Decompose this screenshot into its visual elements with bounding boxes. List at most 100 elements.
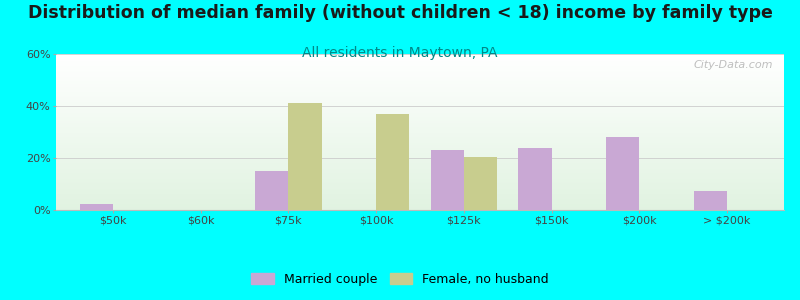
Bar <box>56 66 784 67</box>
Bar <box>56 128 784 129</box>
Bar <box>56 67 784 68</box>
Bar <box>56 144 784 145</box>
Bar <box>56 127 784 128</box>
Bar <box>56 65 784 66</box>
Bar <box>56 109 784 110</box>
Bar <box>56 129 784 130</box>
Bar <box>56 179 784 180</box>
Bar <box>56 108 784 109</box>
Bar <box>56 165 784 166</box>
Bar <box>56 198 784 199</box>
Bar <box>56 79 784 80</box>
Bar <box>56 133 784 134</box>
Bar <box>56 55 784 56</box>
Bar <box>56 80 784 81</box>
Bar <box>56 155 784 156</box>
Bar <box>56 207 784 208</box>
Bar <box>56 135 784 136</box>
Bar <box>56 120 784 121</box>
Bar <box>56 131 784 132</box>
Bar <box>289 103 322 210</box>
Text: All residents in Maytown, PA: All residents in Maytown, PA <box>302 46 498 61</box>
Bar <box>56 209 784 210</box>
Bar <box>56 196 784 197</box>
Bar <box>56 205 784 206</box>
Bar <box>56 117 784 118</box>
Bar <box>56 103 784 104</box>
Bar <box>56 173 784 174</box>
Bar <box>56 69 784 70</box>
Bar <box>56 187 784 188</box>
Bar <box>56 145 784 146</box>
Legend: Married couple, Female, no husband: Married couple, Female, no husband <box>246 268 554 291</box>
Bar <box>56 143 784 144</box>
Bar <box>56 175 784 176</box>
Bar <box>430 150 464 210</box>
Bar <box>56 125 784 126</box>
Bar <box>56 202 784 203</box>
Bar <box>56 105 784 106</box>
Text: Distribution of median family (without children < 18) income by family type: Distribution of median family (without c… <box>27 4 773 22</box>
Bar <box>56 172 784 173</box>
Bar <box>56 182 784 183</box>
Bar <box>56 154 784 155</box>
Bar <box>56 188 784 189</box>
Bar <box>56 185 784 186</box>
Bar <box>56 169 784 170</box>
Bar <box>56 77 784 78</box>
Bar <box>56 95 784 96</box>
Bar <box>56 81 784 82</box>
Bar <box>56 74 784 75</box>
Bar <box>56 193 784 194</box>
Bar <box>56 190 784 191</box>
Bar <box>56 111 784 112</box>
Bar <box>56 83 784 84</box>
Bar <box>56 107 784 108</box>
Bar <box>56 149 784 150</box>
Bar <box>56 186 784 187</box>
Bar <box>56 86 784 87</box>
Bar <box>56 162 784 163</box>
Bar <box>56 159 784 160</box>
Bar <box>56 152 784 153</box>
Bar <box>56 112 784 113</box>
Bar <box>56 150 784 151</box>
Bar <box>56 208 784 209</box>
Bar <box>80 203 113 210</box>
Bar <box>56 176 784 177</box>
Bar <box>56 191 784 192</box>
Bar <box>56 168 784 169</box>
Bar <box>56 93 784 94</box>
Bar <box>56 92 784 93</box>
Bar <box>56 91 784 92</box>
Bar <box>56 76 784 77</box>
Bar <box>518 148 551 210</box>
Bar <box>56 201 784 202</box>
Bar <box>56 118 784 119</box>
Bar <box>56 163 784 164</box>
Bar <box>56 130 784 131</box>
Bar <box>56 148 784 149</box>
Text: City-Data.com: City-Data.com <box>694 60 773 70</box>
Bar <box>56 54 784 55</box>
Bar <box>56 138 784 139</box>
Bar <box>56 161 784 162</box>
Bar <box>56 98 784 99</box>
Bar <box>56 194 784 195</box>
Bar <box>606 137 639 210</box>
Bar <box>56 199 784 200</box>
Bar <box>56 197 784 198</box>
Bar <box>56 113 784 114</box>
Bar <box>56 204 784 205</box>
Bar <box>56 183 784 184</box>
Bar <box>56 56 784 57</box>
Bar <box>56 203 784 204</box>
Bar <box>56 68 784 69</box>
Bar <box>56 167 784 168</box>
Bar <box>56 87 784 88</box>
Bar <box>56 61 784 62</box>
Bar <box>56 192 784 193</box>
Bar <box>56 171 784 172</box>
Bar <box>56 63 784 64</box>
Bar <box>56 57 784 58</box>
